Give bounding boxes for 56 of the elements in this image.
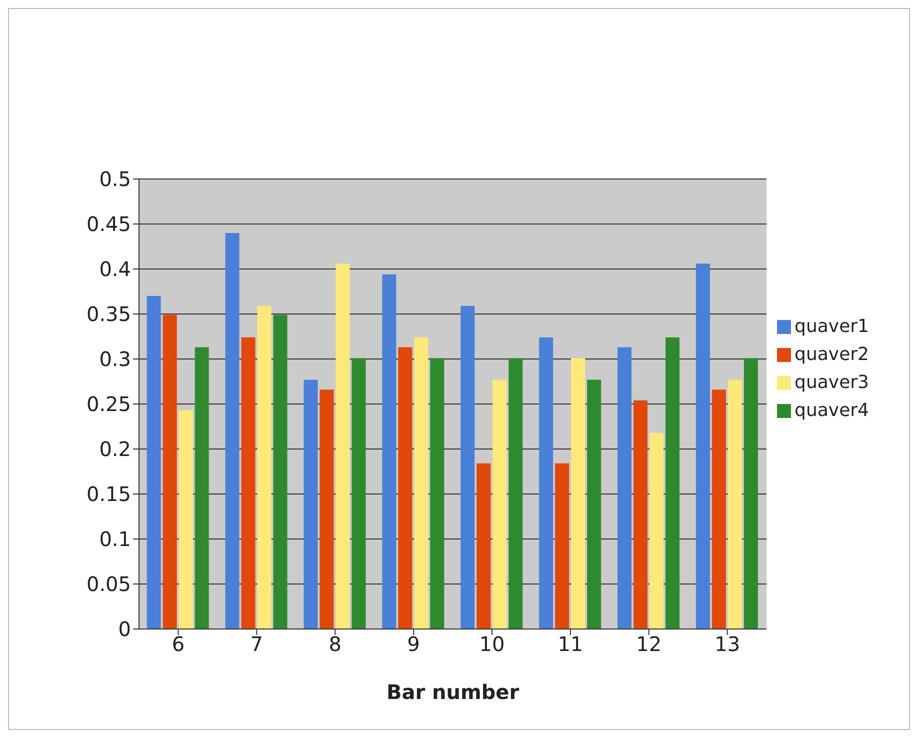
legend-label: quaver1	[794, 316, 869, 337]
x-tick-label: 6	[172, 632, 185, 656]
y-tick-label: 0.2	[99, 437, 131, 462]
y-tick-label: 0.15	[86, 482, 131, 506]
bar	[476, 463, 491, 629]
bar	[273, 314, 288, 629]
bar	[555, 463, 570, 629]
bar	[414, 337, 428, 629]
bar	[178, 410, 193, 629]
bar	[728, 380, 742, 629]
y-tick-label: 0.4	[99, 257, 131, 282]
x-tick-label: 13	[714, 632, 740, 656]
bar	[650, 432, 664, 629]
bar	[571, 358, 586, 629]
bar	[146, 296, 161, 629]
y-tick-label: 0.5	[99, 167, 131, 192]
legend-label: quaver4	[794, 400, 869, 421]
bar	[508, 358, 523, 629]
bar	[320, 390, 334, 629]
y-tick-label: 0.45	[86, 212, 131, 236]
bar	[618, 347, 632, 629]
bar	[460, 306, 475, 629]
legend-label: quaver2	[794, 344, 869, 365]
bar	[539, 337, 554, 629]
bar	[382, 274, 396, 629]
bar	[398, 347, 412, 629]
bar	[712, 390, 726, 629]
bar	[304, 380, 318, 629]
bar	[225, 233, 240, 629]
legend-label: quaver3	[794, 372, 869, 393]
bar	[257, 306, 272, 629]
x-tick-label: 8	[328, 632, 342, 656]
bar	[634, 400, 648, 629]
bar	[194, 347, 209, 629]
y-tick-label: 0.35	[86, 302, 131, 326]
y-tick-label: 0.05	[86, 572, 131, 596]
y-tick-label: 0	[118, 617, 131, 642]
bar	[352, 358, 366, 629]
bar	[666, 337, 680, 629]
bar	[492, 380, 507, 629]
bar	[696, 264, 710, 629]
y-tick-label: 0.25	[86, 392, 131, 416]
bar	[162, 314, 177, 629]
bar	[241, 337, 256, 629]
x-tick-label: 11	[558, 632, 584, 656]
x-tick-label: 7	[250, 632, 264, 656]
bar	[336, 264, 350, 629]
y-tick-label: 0.1	[99, 527, 131, 552]
x-tick-label: 9	[407, 632, 420, 656]
y-tick-label: 0.3	[99, 347, 131, 372]
x-axis-title: Bar number	[386, 680, 520, 704]
bar	[744, 358, 758, 629]
x-tick-label: 10	[479, 632, 505, 656]
x-tick-label: 12	[636, 632, 662, 656]
bar	[430, 358, 444, 629]
bar	[587, 380, 602, 629]
